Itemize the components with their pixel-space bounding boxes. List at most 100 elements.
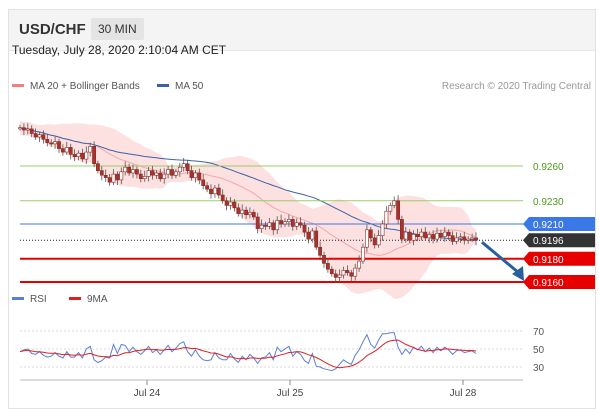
level-tag-5 (523, 275, 595, 289)
candle-body (357, 260, 362, 269)
candle-body (446, 231, 451, 236)
level-tag-3 (523, 233, 595, 248)
timeframe-badge[interactable]: 30 MIN (91, 18, 144, 40)
candle-body (271, 222, 276, 231)
candle-body (18, 127, 22, 130)
chart-card: USD/CHF 30 MIN (8, 9, 596, 409)
candle-body (244, 209, 249, 216)
candle-body (162, 173, 167, 180)
candle-body (123, 166, 128, 173)
candle-body (349, 272, 354, 277)
candle-body (255, 216, 260, 229)
candle-body (201, 179, 206, 186)
rsi-series-RSI (19, 332, 477, 372)
x-tick-label-2: Jul 28 (450, 388, 477, 399)
candle-body (392, 200, 397, 206)
candle-body (146, 170, 151, 177)
candle-body (57, 141, 61, 149)
candle-body (107, 177, 112, 183)
candle-body (111, 173, 116, 183)
candle-body (275, 220, 280, 231)
candle-body (462, 236, 467, 241)
legend-ma50: MA 50 (157, 81, 203, 92)
candle-body (466, 238, 471, 241)
candle-body (166, 169, 171, 175)
candle-body (236, 207, 241, 214)
candle-body (49, 142, 54, 145)
candle-body (224, 200, 229, 206)
candle-body (248, 212, 252, 215)
legend-rsi: RSI (12, 294, 47, 305)
candle-body (197, 172, 202, 181)
candle-body (53, 141, 58, 145)
candle-body (142, 176, 147, 179)
candle-body (396, 200, 401, 220)
candle-body (435, 233, 439, 240)
candle-body (376, 235, 381, 246)
candle-body (286, 219, 291, 222)
rsi-swatch (12, 296, 24, 300)
candle-body (458, 236, 463, 239)
candle-body (302, 224, 307, 233)
legend-ma50-label: MA 50 (175, 81, 204, 92)
candle-body (193, 172, 198, 178)
candle-body (318, 246, 323, 256)
candle-body (407, 231, 412, 241)
candle-body (72, 154, 77, 157)
level-label-4: 0.9180 (533, 255, 564, 266)
legend-9ma-label: 9MA (87, 294, 108, 305)
candle-body (419, 231, 424, 238)
credit-text: Research © 2020 Trading Central (441, 81, 591, 92)
candle-body (279, 220, 284, 225)
candle-body (306, 231, 311, 240)
candle-body (283, 221, 287, 225)
candle-body (361, 246, 365, 262)
candle-body (325, 263, 330, 270)
level-tag-4 (523, 251, 595, 266)
candle-body (423, 231, 428, 239)
candle-body (294, 222, 299, 227)
candle-body (329, 268, 334, 275)
candle-body (364, 229, 369, 248)
legend-rsi-label: RSI (30, 294, 47, 305)
candle-body (119, 171, 124, 181)
candle-body (228, 201, 233, 206)
candle-body (37, 134, 42, 138)
rsi-tick-2: 30 (533, 363, 545, 374)
candle-body (263, 224, 268, 227)
chart-header: USD/CHF 30 MIN (9, 10, 595, 51)
candle-body (337, 274, 342, 278)
candle-body (411, 234, 416, 241)
timestamp: Tuesday, July 28, 2020 2:10:04 AM CET (12, 43, 227, 57)
candle-body (442, 231, 447, 238)
candle-body (92, 146, 97, 165)
candle-body (189, 170, 194, 178)
candle-body (185, 163, 190, 171)
candle-body (322, 255, 326, 264)
projection-arrow-shaft (481, 241, 520, 275)
candle-body (298, 222, 303, 226)
candle-body (240, 209, 245, 214)
candle-body (450, 235, 455, 242)
candle-body (76, 152, 81, 157)
candle-body (388, 205, 393, 212)
candle-body (41, 134, 46, 140)
candle-body (68, 147, 73, 155)
level-label-5: 0.9160 (533, 278, 564, 289)
ma50-swatch (157, 83, 169, 87)
candle-body (138, 173, 143, 180)
rsi-tick-0: 70 (533, 327, 545, 338)
candle-body (314, 230, 319, 248)
rsi-tick-1: 50 (533, 345, 545, 356)
candle-body (154, 172, 159, 176)
candle-body (80, 152, 85, 160)
candle-body (345, 270, 350, 273)
candle-body (96, 163, 100, 171)
candle-body (431, 234, 436, 240)
candle-body (88, 146, 93, 153)
candle-body (131, 169, 135, 174)
candle-body (205, 185, 210, 190)
candle-body (415, 234, 420, 237)
candle-body (438, 233, 443, 238)
